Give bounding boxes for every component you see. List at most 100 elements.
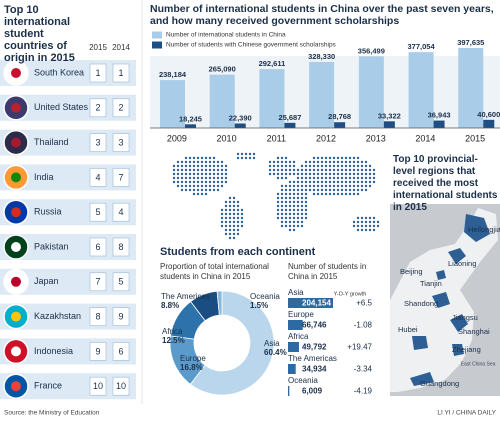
map-dot <box>296 188 300 192</box>
map-dot <box>364 188 368 192</box>
map-dot <box>288 160 292 164</box>
map-dot <box>308 168 312 172</box>
map-dot <box>236 216 240 220</box>
map-dot <box>288 184 292 188</box>
pie-label: Oceania <box>250 292 280 301</box>
value-label: 28,768 <box>328 112 351 121</box>
map-dot <box>224 168 228 172</box>
rank: 10 <box>116 381 126 391</box>
map-dot <box>220 172 224 176</box>
map-dot <box>296 180 300 184</box>
map-dot <box>224 204 228 208</box>
x-tick-label: 2009 <box>167 133 187 143</box>
map-dot <box>364 180 368 184</box>
map-dot <box>220 184 224 188</box>
map-dot <box>372 172 376 176</box>
map-dot <box>172 168 176 172</box>
map-dot <box>340 164 344 168</box>
map-dot <box>288 212 292 216</box>
map-dot <box>224 228 228 232</box>
rank-box <box>89 63 107 83</box>
hbar-label: Africa <box>288 332 309 341</box>
map-dot <box>224 232 228 236</box>
bar <box>408 52 434 128</box>
rank: 6 <box>118 346 123 356</box>
map-dot <box>212 180 216 184</box>
rank-box <box>112 376 130 396</box>
map-dot <box>196 156 200 160</box>
pie-title: Proportion of total international studen… <box>160 262 269 281</box>
map-dot <box>372 220 376 224</box>
map-dot <box>216 188 220 192</box>
map-dot <box>328 164 332 168</box>
map-dot <box>188 184 192 188</box>
map-dot <box>368 216 372 220</box>
map-dot <box>348 156 352 160</box>
map-dot <box>296 200 300 204</box>
map-dot <box>204 168 208 172</box>
map-dot <box>332 168 336 172</box>
pie-slice <box>216 290 223 316</box>
map-dot <box>368 172 372 176</box>
map-dot <box>360 160 364 164</box>
map-dot <box>192 172 196 176</box>
map-dot <box>212 168 216 172</box>
rank-box <box>89 342 107 361</box>
credit: LI YI / CHINA DAILY <box>437 410 496 417</box>
map-dot <box>340 176 344 180</box>
map-dot <box>372 216 376 220</box>
value-label: 292,611 <box>259 59 286 68</box>
map-dot <box>276 192 280 196</box>
map-title: Top 10 provincial-level regions that rec… <box>393 154 498 213</box>
map-dot <box>316 188 320 192</box>
map-dot <box>228 216 232 220</box>
map-dot <box>296 176 300 180</box>
map-dot <box>312 188 316 192</box>
map-dot <box>288 204 292 208</box>
map-dot <box>364 168 368 172</box>
rank: 4 <box>95 172 100 182</box>
rank-box <box>112 202 130 222</box>
map-dot <box>280 164 284 168</box>
map-dot <box>344 164 348 168</box>
map-dot <box>184 164 188 168</box>
map-dot <box>340 184 344 188</box>
map-dot <box>276 208 280 212</box>
map-dot <box>240 152 244 156</box>
map-dot <box>304 172 308 176</box>
map-dot <box>356 220 360 224</box>
map-dot <box>356 176 360 180</box>
map-dot <box>300 204 304 208</box>
map-dot <box>268 168 272 172</box>
map-dot <box>204 156 208 160</box>
map-dot <box>288 172 292 176</box>
hbar-value: 34,934 <box>302 365 327 374</box>
map-dot <box>336 180 340 184</box>
map-dot <box>236 220 240 224</box>
map-dot <box>200 160 204 164</box>
map-dot <box>360 188 364 192</box>
map-dot <box>280 208 284 212</box>
map-label: Beijing <box>400 267 423 276</box>
map-dot <box>276 212 280 216</box>
map-dot <box>296 216 300 220</box>
map-dot <box>296 220 300 224</box>
map-dot <box>208 168 212 172</box>
source: Source: the Ministry of Education <box>4 410 100 417</box>
map-dot <box>376 220 380 224</box>
map-dot <box>176 168 180 172</box>
legend-swatch <box>152 31 162 39</box>
map-dot <box>356 172 360 176</box>
map-dot <box>312 184 316 188</box>
country-name: Pakistan <box>34 241 69 251</box>
bar <box>334 122 346 128</box>
map-dot <box>176 176 180 180</box>
map-dot <box>304 200 308 204</box>
pie-slice <box>189 290 275 396</box>
map-dot <box>208 176 212 180</box>
map-dot <box>300 180 304 184</box>
x-tick-label: 2015 <box>465 133 485 143</box>
column-header: 2014 <box>112 43 130 52</box>
rank: 2 <box>118 103 123 113</box>
map-dot <box>336 172 340 176</box>
